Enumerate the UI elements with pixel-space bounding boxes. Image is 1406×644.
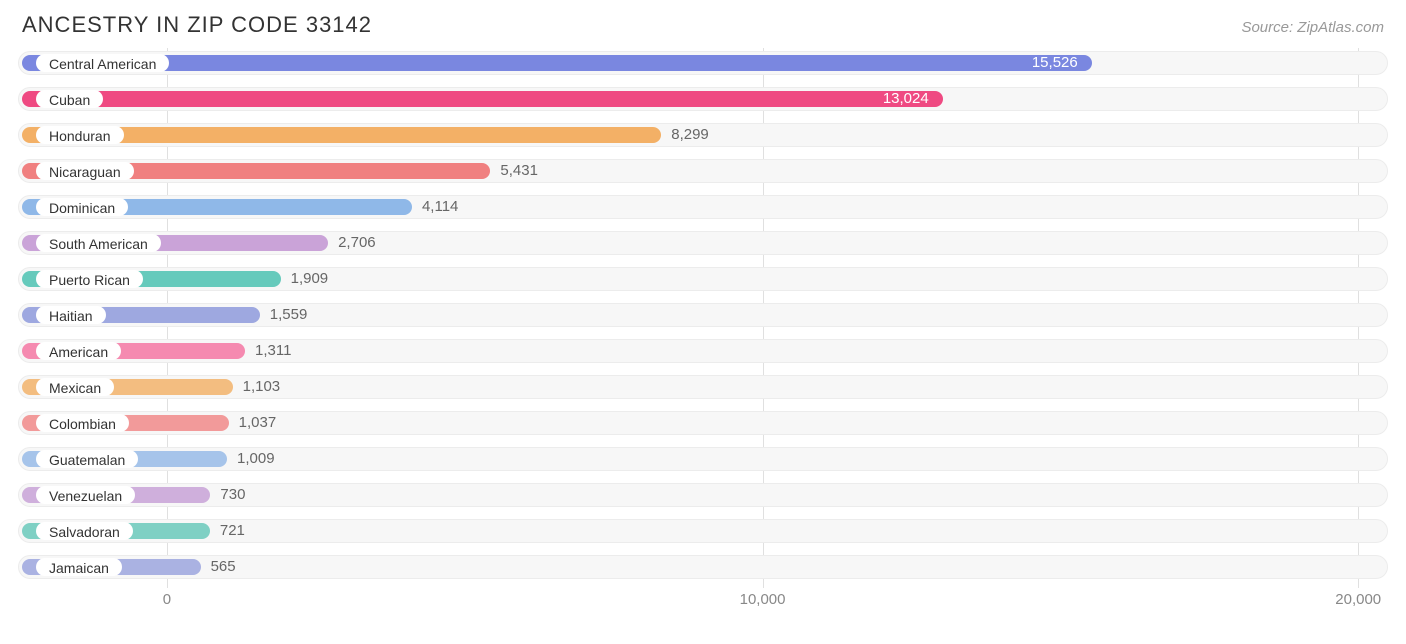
category-label: Central American — [36, 54, 169, 72]
bar-row: Salvadoran 721 — [18, 516, 1388, 546]
bar-row: Central American 15,526 — [18, 48, 1388, 78]
category-label: Mexican — [36, 378, 114, 396]
value-label: 1,559 — [260, 300, 308, 330]
category-label: Honduran — [36, 126, 124, 144]
bar-row: Venezuelan 730 — [18, 480, 1388, 510]
value-label: 730 — [210, 480, 245, 510]
value-label: 1,311 — [245, 336, 291, 366]
chart-rows: Central American 15,526 Cuban 13,024 Hondura… — [18, 48, 1388, 582]
x-axis: 0 10,000 20,000 — [18, 591, 1388, 619]
value-label: 13,024 — [883, 84, 943, 114]
ancestry-chart: ANCESTRY IN ZIP CODE 33142 Source: ZipAt… — [0, 0, 1406, 644]
value-label: 1,037 — [229, 408, 277, 438]
value-label: 15,526 — [1032, 48, 1092, 78]
category-label: Colombian — [36, 414, 129, 432]
bar-row: South American 2,706 — [18, 228, 1388, 258]
chart-header: ANCESTRY IN ZIP CODE 33142 Source: ZipAt… — [18, 12, 1388, 48]
category-label: Salvadoran — [36, 522, 133, 540]
category-label: Cuban — [36, 90, 103, 108]
value-label: 1,009 — [227, 444, 275, 474]
chart-plot: Central American 15,526 Cuban 13,024 Hondura… — [18, 48, 1388, 588]
value-label: 8,299 — [661, 120, 709, 150]
bar-row: Puerto Rican 1,909 — [18, 264, 1388, 294]
value-label: 721 — [210, 516, 245, 546]
bar-row: Cuban 13,024 — [18, 84, 1388, 114]
category-label: American — [36, 342, 121, 360]
bar-row: Nicaraguan 5,431 — [18, 156, 1388, 186]
bar-fill — [22, 55, 1092, 71]
bar-row: Mexican 1,103 — [18, 372, 1388, 402]
category-label: Dominican — [36, 198, 128, 216]
category-label: Jamaican — [36, 558, 122, 576]
bar-row: Haitian 1,559 — [18, 300, 1388, 330]
category-label: Puerto Rican — [36, 270, 143, 288]
category-label: Guatemalan — [36, 450, 138, 468]
bar-row: Dominican 4,114 — [18, 192, 1388, 222]
category-label: South American — [36, 234, 161, 252]
chart-source: Source: ZipAtlas.com — [1241, 19, 1384, 36]
axis-tick: 0 — [163, 591, 171, 608]
bar-row: Guatemalan 1,009 — [18, 444, 1388, 474]
bar-row: Honduran 8,299 — [18, 120, 1388, 150]
bar-row: American 1,311 — [18, 336, 1388, 366]
value-label: 4,114 — [412, 192, 458, 222]
axis-tick: 20,000 — [1335, 591, 1381, 608]
axis-tick: 10,000 — [740, 591, 786, 608]
bar-row: Colombian 1,037 — [18, 408, 1388, 438]
category-label: Haitian — [36, 306, 106, 324]
value-label: 1,103 — [233, 372, 281, 402]
bar-fill — [22, 91, 943, 107]
value-label: 1,909 — [281, 264, 329, 294]
value-label: 565 — [201, 552, 236, 582]
value-label: 2,706 — [328, 228, 376, 258]
category-label: Nicaraguan — [36, 162, 134, 180]
category-label: Venezuelan — [36, 486, 135, 504]
value-label: 5,431 — [490, 156, 538, 186]
bar-row: Jamaican 565 — [18, 552, 1388, 582]
chart-title: ANCESTRY IN ZIP CODE 33142 — [22, 12, 372, 38]
